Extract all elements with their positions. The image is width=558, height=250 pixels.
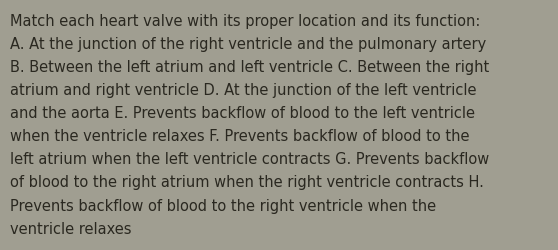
- Text: atrium and right ventricle D. At the junction of the left ventricle: atrium and right ventricle D. At the jun…: [10, 83, 477, 98]
- Text: of blood to the right atrium when the right ventricle contracts H.: of blood to the right atrium when the ri…: [10, 175, 484, 190]
- Text: Prevents backflow of blood to the right ventricle when the: Prevents backflow of blood to the right …: [10, 198, 436, 213]
- Text: ventricle relaxes: ventricle relaxes: [10, 221, 132, 236]
- Text: when the ventricle relaxes F. Prevents backflow of blood to the: when the ventricle relaxes F. Prevents b…: [10, 129, 469, 144]
- Text: Match each heart valve with its proper location and its function:: Match each heart valve with its proper l…: [10, 14, 480, 29]
- Text: and the aorta E. Prevents backflow of blood to the left ventricle: and the aorta E. Prevents backflow of bl…: [10, 106, 475, 121]
- Text: B. Between the left atrium and left ventricle C. Between the right: B. Between the left atrium and left vent…: [10, 60, 489, 75]
- Text: A. At the junction of the right ventricle and the pulmonary artery: A. At the junction of the right ventricl…: [10, 37, 486, 52]
- Text: left atrium when the left ventricle contracts G. Prevents backflow: left atrium when the left ventricle cont…: [10, 152, 489, 167]
